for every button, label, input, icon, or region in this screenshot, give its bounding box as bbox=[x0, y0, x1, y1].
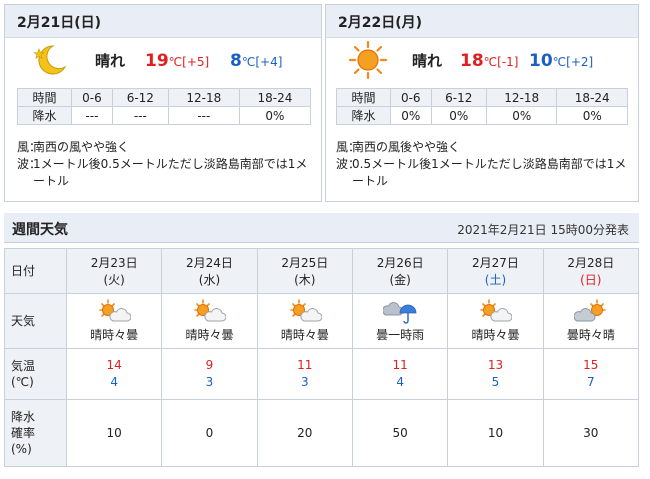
day-temps: 13 5 bbox=[447, 348, 544, 400]
precip-prob-row: 降水 確率 (%) 10 0 20 50 10 30 bbox=[4, 399, 640, 467]
tomorrow-low-temp: 10℃[+2] bbox=[529, 51, 594, 71]
day-precip-prob: 50 bbox=[351, 399, 449, 467]
tomorrow-forecast-panel: 2月22日(月) 晴れ 18℃[-1] 10℃[+2] 時間 0-6 6-12 … bbox=[325, 4, 639, 202]
date-row: 日付 2月23日 (火) 2月24日 (水) 2月25日 (木) 2月26日 (金) 2… bbox=[4, 248, 640, 294]
day-weather: 晴時々曇 bbox=[161, 293, 258, 349]
today-low-temp: 8℃[+4] bbox=[230, 51, 283, 71]
day-temps: 11 4 bbox=[351, 348, 449, 400]
rain-value-row: 降水 0% 0% 0% 0% bbox=[336, 106, 628, 125]
weekly-header: 週間天気 2021年2月21日 15時00分発表 bbox=[4, 213, 639, 243]
today-rain-table: 時間 0-6 6-12 12-18 18-24 降水 --- --- --- 0… bbox=[17, 88, 312, 125]
day-precip-prob: 20 bbox=[256, 399, 353, 467]
day-weather: 晴時々曇 bbox=[447, 293, 544, 349]
tomorrow-condition: 晴れ bbox=[412, 52, 443, 70]
today-forecast-panel: 2月21日(日) 晴れ 19℃[+5] 8℃[+4] 時間 0-6 6-12 1… bbox=[4, 4, 322, 202]
sun-cloud-icon bbox=[99, 299, 132, 322]
day-date: 2月26日 (金) bbox=[351, 248, 449, 294]
wave-note: 波： 1メートル後0.5メートルただし淡路島南部では1メートル bbox=[17, 157, 308, 188]
today-condition: 晴れ bbox=[95, 52, 126, 70]
wind-note: 風： 南西の風後やや強く bbox=[336, 140, 461, 154]
day-weather: 曇一時雨 bbox=[351, 293, 449, 349]
day-precip-prob: 30 bbox=[542, 399, 640, 467]
weather-row: 天気 晴時々曇 晴時々曇 晴時々曇 bbox=[4, 293, 640, 349]
weekly-forecast-table: 日付 2月23日 (火) 2月24日 (水) 2月25日 (木) 2月26日 (金) 2… bbox=[4, 248, 640, 467]
day-date: 2月27日 (土) bbox=[447, 248, 544, 294]
issued-timestamp: 2021年2月21日 15時00分発表 bbox=[457, 223, 629, 237]
cloud-sun-icon bbox=[573, 299, 606, 322]
tomorrow-rain-table: 時間 0-6 6-12 12-18 18-24 降水 0% 0% 0% 0% bbox=[336, 88, 628, 125]
rain-header-row: 時間 0-6 6-12 12-18 18-24 bbox=[336, 88, 628, 107]
sun-cloud-icon bbox=[290, 299, 322, 322]
day-weather: 曇時々晴 bbox=[542, 293, 640, 349]
day-temps: 14 4 bbox=[65, 348, 163, 400]
day-temps: 15 7 bbox=[542, 348, 640, 400]
today-notes: 風： 南西の風やや強く 波： 1メートル後0.5メートルただし淡路島南部では1メート… bbox=[17, 139, 313, 190]
day-precip-prob: 10 bbox=[65, 399, 163, 467]
tomorrow-date: 2月22日(月) bbox=[326, 5, 638, 38]
sun-cloud-icon bbox=[194, 299, 227, 322]
crescent-moon-star-icon bbox=[33, 45, 67, 75]
day-date: 2月23日 (火) bbox=[65, 248, 163, 294]
wave-note: 波： 0.5メートル後1メートルただし淡路島南部では1メートル bbox=[336, 157, 627, 188]
tomorrow-high-temp: 18℃[-1] bbox=[460, 51, 519, 71]
day-date: 2月28日 (日) bbox=[542, 248, 640, 294]
day-weather: 晴時々曇 bbox=[256, 293, 353, 349]
wind-note: 風： 南西の風やや強く bbox=[17, 140, 130, 154]
sun-icon bbox=[348, 40, 388, 80]
cloud-umbrella-icon bbox=[383, 302, 417, 324]
today-summary: 晴れ 19℃[+5] 8℃[+4] bbox=[5, 38, 321, 86]
tomorrow-summary: 晴れ 18℃[-1] 10℃[+2] bbox=[326, 38, 638, 86]
row-label-weather: 天気 bbox=[4, 293, 67, 349]
today-high-temp: 19℃[+5] bbox=[145, 51, 210, 71]
row-label-date: 日付 bbox=[4, 248, 67, 294]
rain-value-row: 降水 --- --- --- 0% bbox=[17, 106, 312, 125]
day-date: 2月24日 (水) bbox=[161, 248, 258, 294]
day-weather: 晴時々曇 bbox=[65, 293, 163, 349]
today-date: 2月21日(日) bbox=[5, 5, 321, 38]
weekly-title: 週間天気 bbox=[12, 222, 68, 238]
day-temps: 11 3 bbox=[256, 348, 353, 400]
row-label-temperature: 気温 (℃) bbox=[4, 348, 67, 400]
day-date: 2月25日 (木) bbox=[256, 248, 353, 294]
row-label-precip-prob: 降水 確率 (%) bbox=[4, 399, 67, 467]
day-precip-prob: 10 bbox=[447, 399, 544, 467]
rain-header-row: 時間 0-6 6-12 12-18 18-24 bbox=[17, 88, 312, 107]
day-precip-prob: 0 bbox=[161, 399, 258, 467]
sun-cloud-icon bbox=[480, 299, 513, 322]
tomorrow-notes: 風： 南西の風後やや強く 波： 0.5メートル後1メートルただし淡路島南部では1メー… bbox=[336, 139, 632, 190]
